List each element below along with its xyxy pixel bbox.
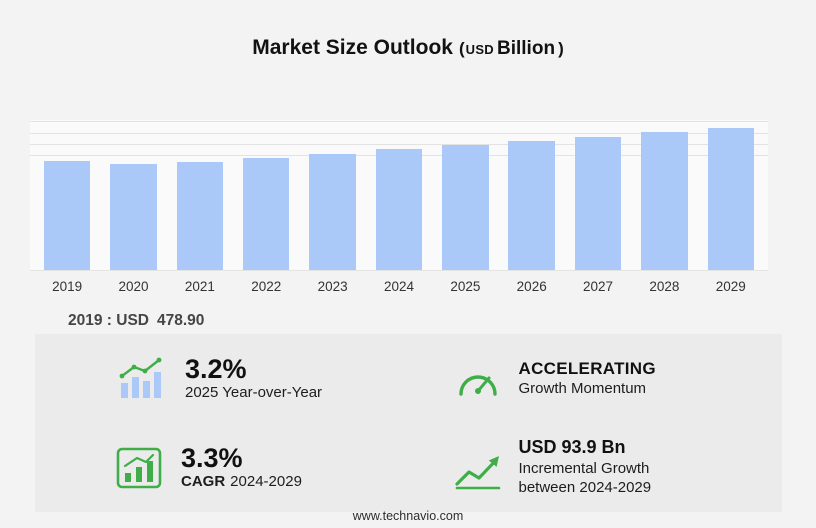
stat-cagr: 3.3% CAGR 2024-2029: [35, 423, 409, 512]
stat-yoy: 3.2% 2025 Year-over-Year: [35, 334, 409, 423]
growth-arrow-icon: [453, 446, 501, 490]
bar-2019: [43, 161, 91, 270]
x-label-2027: 2027: [583, 279, 614, 294]
bar-2024: [375, 148, 423, 270]
x-labels: 2019 2020 2021 2022 2023 2024 2025 2026 2027 2028…: [30, 279, 768, 294]
bar-slot-2024: [366, 148, 432, 270]
bar-plot: [30, 120, 768, 271]
title-paren-close: ): [558, 39, 564, 58]
cagr-value: 3.3%: [181, 442, 243, 473]
momentum-value: ACCELERATING: [518, 358, 656, 378]
bar-2027: [574, 136, 622, 270]
bar-slot-2019: [34, 161, 100, 270]
title-unit: Billion: [497, 38, 556, 59]
bar-2022: [243, 157, 290, 270]
cagr-label-range: 2024-2029: [230, 472, 302, 490]
market-size-bar-chart: 2019 2020 2021 2022 2023 2024 2025 2026 2027 2028…: [30, 120, 768, 294]
x-label-2029: 2029: [715, 279, 746, 294]
cagr-chart-icon: [115, 446, 163, 490]
bar-2026: [508, 140, 555, 270]
yoy-value: 3.2%: [185, 353, 247, 384]
x-label-2024: 2024: [383, 279, 414, 294]
title-main: Market Size Outlook: [252, 36, 453, 59]
cagr-label: CAGR 2024-2029: [181, 472, 302, 492]
bar-2021: [176, 161, 224, 270]
base-year-value: 478.90: [156, 312, 205, 329]
bar-slot-2029: [698, 127, 764, 270]
speedometer-icon: [453, 358, 501, 400]
bar-slot-2020: [100, 164, 166, 270]
x-label-2025: 2025: [450, 279, 481, 294]
bar-2020: [110, 164, 157, 270]
title-paren-open: (: [458, 39, 465, 58]
bar-slot-2026: [499, 140, 565, 270]
bar-slot-2028: [631, 132, 697, 270]
stats-panel: 3.2% 2025 Year-over-Year ACCELERATING Gr…: [35, 334, 782, 512]
yoy-label: 2025 Year-over-Year: [185, 383, 323, 401]
momentum-label: Growth Momentum: [518, 379, 647, 397]
incremental-label-line2: between 2024-2029: [518, 479, 652, 497]
x-label-2026: 2026: [516, 279, 547, 294]
incremental-value: USD 93.9 Bn: [518, 437, 626, 458]
bar-growth-icon: [115, 356, 167, 402]
gridline-600: [30, 132, 768, 134]
cagr-label-prefix: CAGR: [181, 472, 226, 490]
base-year-annotation: 2019 : USD 478.90: [68, 312, 204, 330]
base-year-label: 2019 : USD: [68, 312, 149, 329]
bar-2028: [641, 132, 688, 270]
bar-2023: [309, 153, 356, 270]
x-label-2028: 2028: [649, 279, 680, 294]
x-label-2021: 2021: [184, 279, 215, 294]
x-label-2022: 2022: [251, 279, 282, 294]
gridline-550: [30, 144, 768, 145]
title-currency: USD: [465, 42, 494, 57]
bar-slot-2023: [299, 153, 365, 270]
footer-url: www.technavio.com: [352, 509, 464, 523]
x-label-2023: 2023: [317, 279, 348, 294]
incremental-label-line1: Incremental Growth: [518, 459, 650, 477]
bar-slot-2027: [565, 136, 631, 270]
x-label-2020: 2020: [118, 279, 149, 294]
bars: [30, 120, 768, 270]
x-label-2019: 2019: [52, 279, 83, 294]
stat-momentum: ACCELERATING Growth Momentum: [409, 334, 783, 423]
stat-incremental: USD 93.9 Bn Incremental Growth between 2…: [409, 423, 783, 512]
bar-slot-2025: [432, 145, 498, 270]
bar-slot-2021: [167, 161, 233, 270]
bar-2025: [442, 145, 489, 270]
bar-slot-2022: [233, 157, 299, 270]
bar-2029: [707, 127, 754, 270]
gridline-650: [30, 121, 768, 123]
page-title: Market Size Outlook (USD Billion): [0, 36, 816, 60]
